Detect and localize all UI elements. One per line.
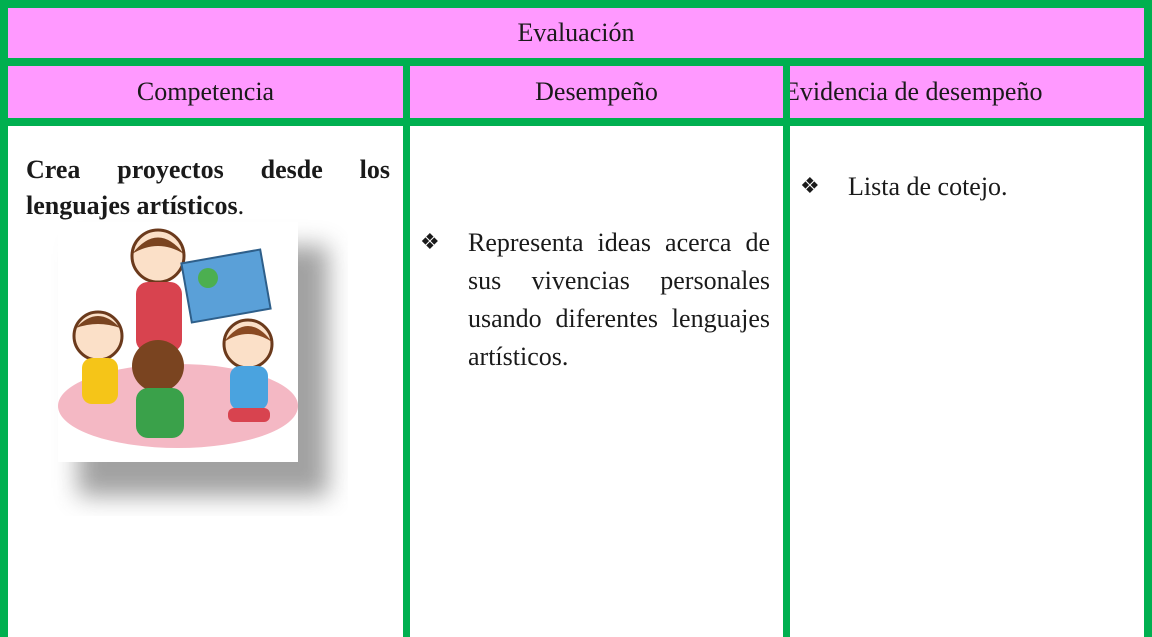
- title-cell: Evaluación: [8, 8, 1144, 58]
- competencia-bold: Crea proyectos desde los lenguajes artís…: [26, 155, 390, 220]
- competencia-text: Crea proyectos desde los lenguajes artís…: [26, 152, 390, 224]
- table-title: Evaluación: [517, 18, 635, 47]
- desempeno-item: Representa ideas acerca de sus vivencias…: [420, 224, 770, 376]
- illustration: [58, 222, 328, 496]
- column-header: Evidencia de desempeño: [790, 77, 1043, 106]
- evidencia-cell: Lista de cotejo.: [790, 126, 1144, 637]
- competencia-cell: Crea proyectos desde los lenguajes artís…: [8, 126, 403, 637]
- column-header: Desempeño: [535, 77, 658, 106]
- header-cell: Desempeño: [410, 66, 783, 118]
- competencia-rest: .: [237, 191, 245, 220]
- column-header: Competencia: [136, 77, 275, 106]
- desempeno-cell: Representa ideas acerca de sus vivencias…: [410, 126, 783, 637]
- evidencia-item: Lista de cotejo.: [800, 168, 1128, 206]
- header-cell: Evidencia de desempeño: [790, 66, 1144, 118]
- header-cell: Competencia: [8, 66, 403, 118]
